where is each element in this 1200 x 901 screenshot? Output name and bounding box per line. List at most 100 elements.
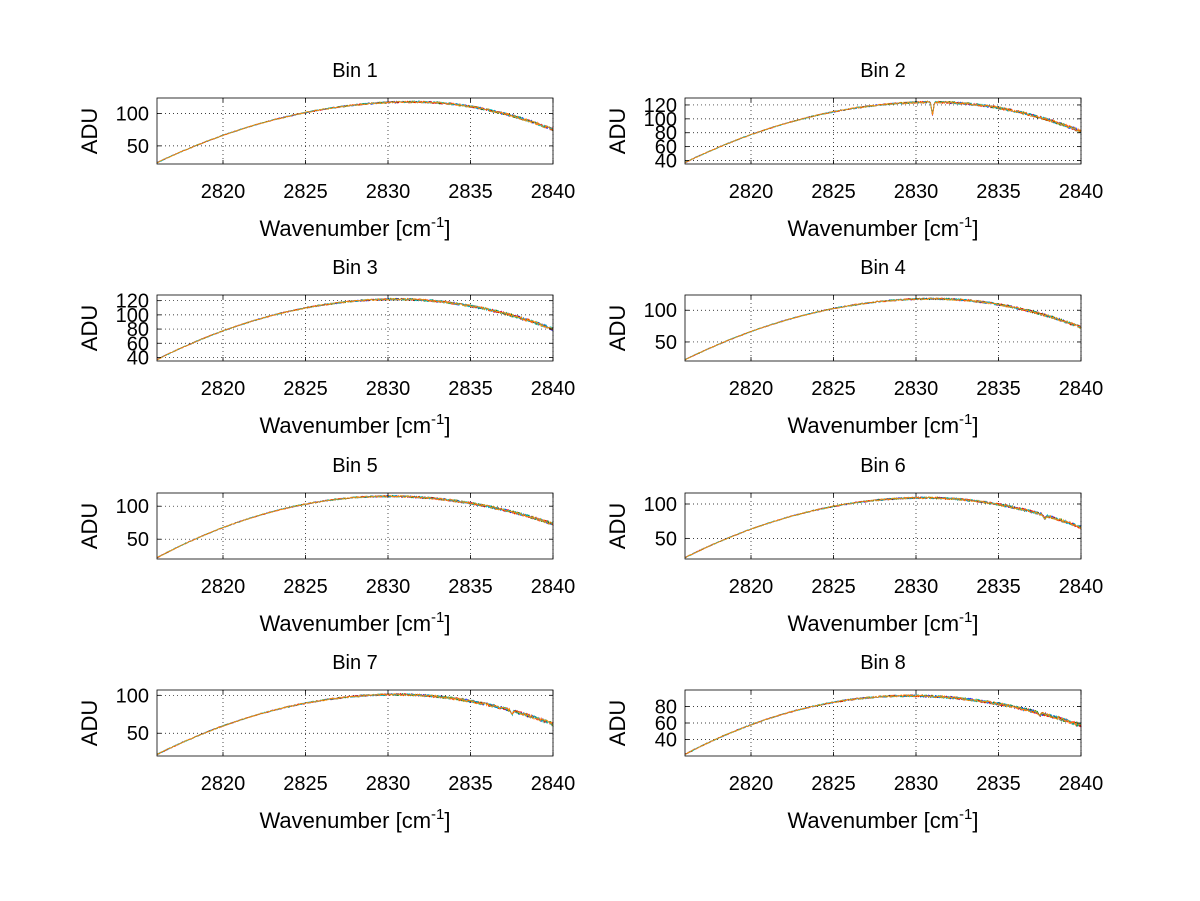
- x-axis-label-end: ]: [444, 808, 450, 833]
- x-axis-label-end: ]: [444, 611, 450, 636]
- x-tick-label: 2825: [283, 378, 328, 400]
- plot-frame: [156, 492, 554, 560]
- y-tick-label: 80: [655, 123, 677, 145]
- x-axis-label-superscript: -1: [431, 806, 444, 823]
- series-line-3: [685, 297, 1081, 361]
- y-tick-label: 50: [127, 529, 149, 551]
- x-tick-label: 2840: [1059, 378, 1104, 400]
- series-line-2: [685, 100, 1081, 164]
- series-line-3: [157, 495, 553, 559]
- x-axis-label-main: Wavenumber [cm: [259, 216, 431, 241]
- x-axis-label: Wavenumber [cm-1]: [787, 411, 978, 438]
- subplot-bin-5: 2820 2825 2830 2835 2840 50 100 Bin 5 ADU Wavenum…: [77, 455, 575, 636]
- x-axis-label-main: Wavenumber [cm: [787, 413, 959, 438]
- series-line-2: [157, 693, 553, 755]
- y-tick-label: 100: [116, 685, 149, 707]
- y-tick-label: 60: [127, 333, 149, 355]
- series-line-3: [685, 496, 1081, 559]
- x-tick-label: 2825: [283, 576, 328, 598]
- x-tick-label: 2825: [283, 773, 328, 795]
- x-tick-label: 2840: [531, 576, 576, 598]
- x-tick-label: 2820: [729, 576, 774, 598]
- x-tick-label: 2820: [729, 378, 774, 400]
- x-axis-label-main: Wavenumber [cm: [787, 808, 959, 833]
- y-tick-label: 40: [127, 347, 149, 369]
- x-tick-label: 2835: [976, 181, 1021, 203]
- plot-frame: [684, 492, 1082, 560]
- plot-frame: [156, 294, 554, 362]
- subplot-bin-7: 2820 2825 2830 2835 2840 50 100 Bin 7 ADU Wavenum…: [77, 652, 575, 833]
- y-axis-label: ADU: [605, 108, 630, 154]
- y-tick-label: 120: [116, 291, 149, 313]
- series-line-1: [685, 297, 1081, 361]
- x-axis-label-superscript: -1: [959, 411, 972, 428]
- x-axis-label-end: ]: [972, 611, 978, 636]
- x-tick-label: 2835: [976, 576, 1021, 598]
- subplot-title: Bin 6: [860, 455, 906, 477]
- x-tick-label: 2820: [729, 773, 774, 795]
- series-line-4: [685, 297, 1081, 361]
- subplot-title: Bin 5: [332, 455, 378, 477]
- x-axis-label-superscript: -1: [431, 609, 444, 626]
- x-axis-label: Wavenumber [cm-1]: [787, 214, 978, 241]
- y-tick-label: 100: [644, 300, 677, 322]
- x-axis-label: Wavenumber [cm-1]: [787, 806, 978, 833]
- y-axis-label: ADU: [77, 700, 102, 746]
- x-axis-label-end: ]: [972, 808, 978, 833]
- x-tick-label: 2835: [976, 773, 1021, 795]
- series-line-1: [685, 100, 1081, 164]
- x-tick-label: 2830: [894, 181, 939, 203]
- subplot-title: Bin 7: [332, 652, 378, 674]
- subplot-title: Bin 1: [332, 60, 378, 82]
- x-tick-label: 2835: [976, 378, 1021, 400]
- series-line-5: [685, 297, 1081, 361]
- series-line-5: [685, 100, 1081, 164]
- series-line-2: [685, 297, 1081, 361]
- y-tick-label: 50: [127, 723, 149, 745]
- x-tick-label: 2840: [1059, 773, 1104, 795]
- subplot-title: Bin 8: [860, 652, 906, 674]
- y-tick-label: 120: [644, 95, 677, 117]
- x-tick-label: 2840: [531, 773, 576, 795]
- x-tick-label: 2830: [366, 181, 411, 203]
- plot-frame: [684, 294, 1082, 362]
- subplot-title: Bin 2: [860, 60, 906, 82]
- x-tick-label: 2825: [811, 378, 856, 400]
- series-line-5: [157, 494, 553, 559]
- y-tick-label: 80: [127, 319, 149, 341]
- y-tick-label: 100: [644, 494, 677, 516]
- subplot-bin-6: 2820 2825 2830 2835 2840 50 100 Bin 6 ADU Wavenum…: [605, 455, 1103, 636]
- series-line-3: [157, 693, 553, 755]
- x-tick-label: 2825: [811, 181, 856, 203]
- plot-frame: [156, 689, 554, 757]
- x-axis-label-superscript: -1: [959, 214, 972, 231]
- y-tick-label: 50: [655, 332, 677, 354]
- x-axis-label-main: Wavenumber [cm: [787, 216, 959, 241]
- y-tick-label: 100: [116, 496, 149, 518]
- x-tick-label: 2830: [894, 576, 939, 598]
- y-tick-label: 50: [127, 136, 149, 158]
- x-axis-label: Wavenumber [cm-1]: [259, 214, 450, 241]
- x-tick-label: 2835: [448, 378, 493, 400]
- plot-frame: [156, 97, 554, 165]
- series-line-1: [685, 694, 1081, 755]
- x-tick-label: 2830: [894, 378, 939, 400]
- series-line-1: [685, 496, 1081, 558]
- series-line-5: [685, 496, 1081, 559]
- series-line-5: [157, 693, 553, 755]
- y-tick-label: 40: [655, 151, 677, 173]
- x-axis-label: Wavenumber [cm-1]: [787, 609, 978, 636]
- x-tick-label: 2830: [894, 773, 939, 795]
- y-tick-label: 80: [655, 697, 677, 719]
- x-tick-label: 2825: [811, 773, 856, 795]
- x-tick-label: 2835: [448, 773, 493, 795]
- x-tick-label: 2825: [283, 181, 328, 203]
- x-axis-label-main: Wavenumber [cm: [259, 413, 431, 438]
- x-axis-label-superscript: -1: [431, 411, 444, 428]
- series-line-3: [685, 694, 1081, 755]
- y-tick-label: 60: [655, 137, 677, 159]
- y-axis-label: ADU: [605, 700, 630, 746]
